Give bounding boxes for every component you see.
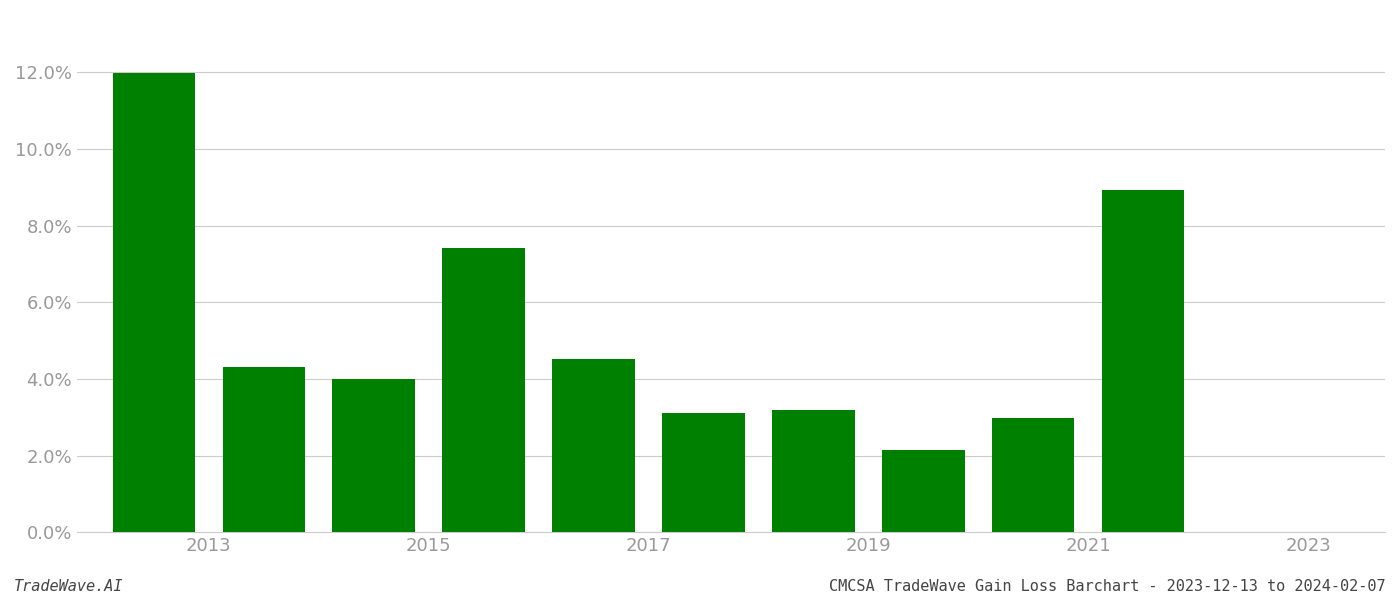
Bar — [993, 418, 1074, 532]
Bar — [112, 73, 195, 532]
Bar — [773, 410, 854, 532]
Bar — [882, 450, 965, 532]
Text: TradeWave.AI: TradeWave.AI — [14, 579, 123, 594]
Bar — [662, 413, 745, 532]
Bar — [223, 367, 305, 532]
Bar — [1102, 190, 1184, 532]
Bar — [442, 248, 525, 532]
Text: CMCSA TradeWave Gain Loss Barchart - 2023-12-13 to 2024-02-07: CMCSA TradeWave Gain Loss Barchart - 202… — [829, 579, 1386, 594]
Bar — [552, 359, 634, 532]
Bar — [332, 379, 414, 532]
